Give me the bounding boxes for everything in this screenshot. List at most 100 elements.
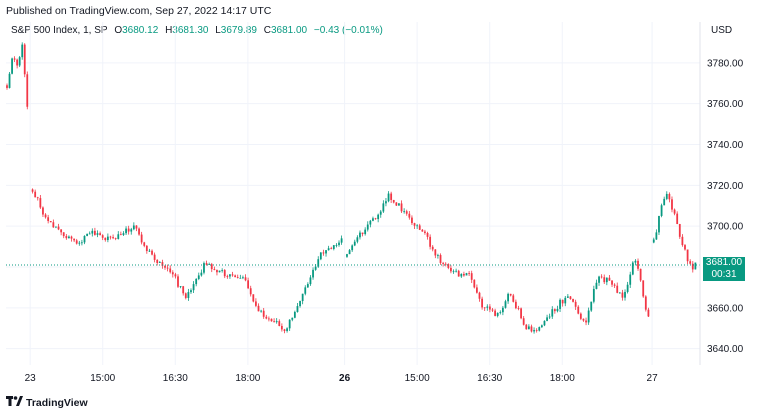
candle-body: [242, 277, 244, 279]
candle-body: [174, 274, 177, 277]
candle-body: [99, 233, 101, 236]
symbol-name[interactable]: S&P 500 Index, 1, SP: [11, 25, 108, 36]
time-axis[interactable]: 23 15:00 16:30 18:00 26 15:00 16:30 18:00 27: [25, 373, 658, 384]
candle-body: [398, 203, 400, 206]
candle-body: [34, 191, 37, 198]
candle-body: [101, 235, 104, 238]
candle-body: [681, 236, 684, 246]
price-axis[interactable]: 3640.003660.003680.003700.003720.003740.…: [707, 58, 744, 355]
candle-body: [73, 238, 76, 241]
candle-body: [520, 308, 522, 319]
candle-body: [585, 320, 587, 323]
candle-body: [171, 272, 174, 275]
candle-body: [390, 193, 393, 200]
candle-body: [91, 230, 94, 234]
candle-body: [629, 274, 632, 285]
tradingview-logo-icon[interactable]: [6, 396, 23, 408]
candle-body: [491, 309, 494, 311]
candle-body: [200, 272, 203, 276]
candle-body: [288, 319, 291, 329]
candle-body: [444, 263, 447, 265]
candle-body: [663, 198, 666, 206]
candle-body: [405, 211, 408, 214]
candle-body: [691, 263, 694, 270]
candle-body: [455, 270, 458, 272]
candle-body: [598, 276, 600, 283]
candle-body: [203, 263, 205, 273]
candle-body: [314, 266, 317, 270]
candle-body: [83, 235, 86, 243]
candle-body: [507, 293, 509, 302]
candle-body: [676, 213, 679, 225]
currency-label: USD: [711, 25, 733, 36]
candle-body: [504, 301, 507, 308]
candle-body: [470, 273, 473, 280]
candle-body: [660, 205, 663, 216]
candle-body: [382, 203, 385, 212]
candle-body: [478, 292, 481, 299]
candle-body: [109, 236, 112, 238]
x-tick-label: 16:30: [477, 373, 502, 384]
candle-body: [332, 245, 335, 249]
candle-body: [543, 320, 546, 326]
candle-body: [148, 250, 151, 252]
price-chart[interactable]: 3640.003660.003680.003700.003720.003740.…: [0, 0, 760, 393]
candle-body: [247, 280, 250, 289]
candle-body: [577, 306, 580, 314]
y-tick-label: 3720.00: [707, 181, 744, 192]
candle-body: [626, 284, 629, 292]
candles: [6, 42, 697, 334]
candle-body: [426, 232, 429, 237]
candle-body: [86, 233, 89, 236]
candle-body: [21, 44, 24, 58]
candle-body: [130, 229, 133, 232]
candle-body: [265, 316, 268, 319]
candle-body: [325, 250, 327, 254]
candle-body: [8, 73, 11, 88]
candle-body: [195, 278, 198, 285]
candle-body: [296, 306, 299, 312]
candle-body: [278, 321, 281, 326]
candle-body: [416, 225, 419, 227]
change-value: −0.43 (−0.01%): [313, 25, 383, 36]
candle-body: [499, 312, 502, 314]
candle-body: [93, 230, 96, 235]
candle-body: [262, 310, 265, 317]
candle-body: [335, 245, 338, 246]
candle-body: [68, 236, 70, 239]
x-tick-label: 23: [25, 373, 37, 384]
candle-body: [379, 211, 382, 215]
candle-body: [114, 238, 117, 239]
candle-body: [600, 276, 603, 278]
candle-body: [517, 308, 520, 309]
candle-body: [385, 201, 387, 204]
last-price-label: 3681.00 00:31: [703, 256, 745, 281]
candle-body: [229, 274, 231, 277]
candle-body: [244, 277, 247, 281]
candle-body: [639, 268, 642, 281]
candle-body: [231, 274, 234, 276]
candle-body: [551, 309, 554, 317]
candle-body: [694, 262, 697, 270]
candle-body: [421, 229, 424, 232]
candle-body: [605, 277, 608, 283]
candle-body: [434, 249, 437, 256]
candle-body: [559, 299, 561, 309]
tradingview-brand[interactable]: TradingView: [26, 397, 88, 409]
candle-body: [338, 242, 340, 246]
candle-body: [486, 306, 489, 308]
candle-body: [226, 276, 229, 278]
candle-body: [42, 207, 44, 215]
candle-body: [234, 275, 237, 278]
y-tick-label: 3640.00: [707, 344, 744, 355]
candle-body: [286, 328, 288, 331]
candle-body: [57, 226, 60, 230]
candle-body: [533, 330, 535, 332]
candle-body: [75, 240, 78, 244]
candle-body: [400, 203, 403, 212]
candle-body: [158, 262, 161, 263]
candle-body: [306, 284, 309, 288]
candle-body: [395, 202, 398, 206]
candle-body: [374, 218, 377, 220]
candle-body: [566, 296, 569, 298]
